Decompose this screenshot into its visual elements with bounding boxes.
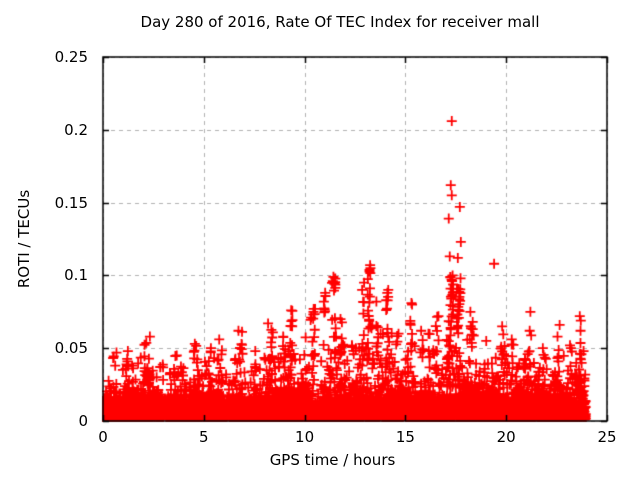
x-tick-label-20: 20 bbox=[496, 428, 516, 446]
y-tick-label-0.25: 0.25 bbox=[54, 48, 88, 66]
y-tick-label-0.2: 0.2 bbox=[64, 120, 88, 139]
x-tick-label-25: 25 bbox=[597, 428, 617, 446]
y-tick-label-0.15: 0.15 bbox=[54, 193, 88, 212]
x-tick-label-0: 0 bbox=[98, 428, 108, 446]
y-tick-label-0.05: 0.05 bbox=[54, 339, 88, 358]
x-tick-label-15: 15 bbox=[395, 428, 415, 446]
y-tick-label-0.1: 0.1 bbox=[64, 266, 88, 285]
x-tick-label-10: 10 bbox=[295, 428, 315, 446]
x-axis-title: GPS time / hours bbox=[269, 451, 396, 469]
x-tick-label-5: 5 bbox=[199, 428, 209, 446]
chart-title: Day 280 of 2016, Rate Of TEC Index for r… bbox=[140, 13, 540, 31]
y-tick-label-0: 0 bbox=[78, 412, 88, 430]
